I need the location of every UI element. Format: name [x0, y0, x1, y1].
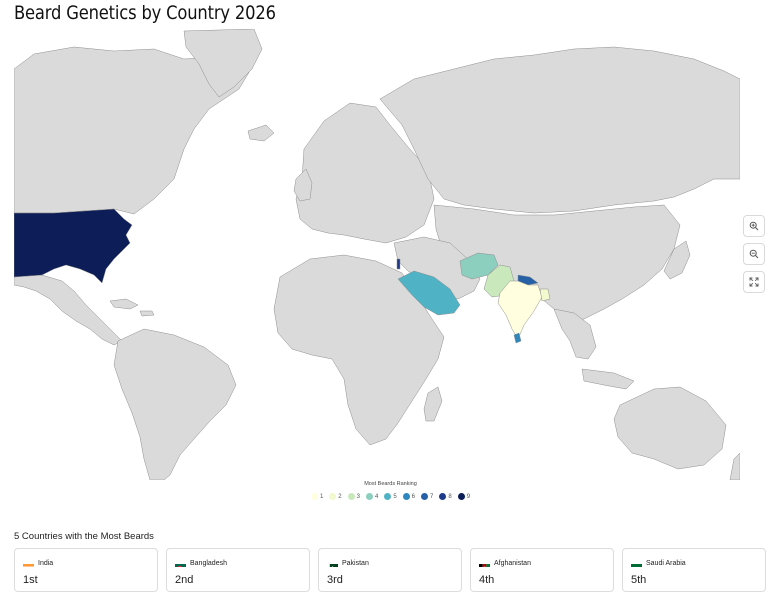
zoom-out-button[interactable]: [743, 243, 765, 265]
legend-label: 2: [338, 493, 342, 500]
legend-label: 4: [374, 493, 379, 500]
region-africa[interactable]: [273, 254, 445, 446]
legend-items: 1 2 3 4 5 6 7 8 9: [0, 493, 781, 500]
country-greenland[interactable]: [183, 29, 263, 98]
country-name: India: [38, 559, 54, 567]
country-madagascar[interactable]: [423, 386, 443, 422]
legend-item[interactable]: 1: [310, 493, 324, 500]
country-card[interactable]: Afghanistan 4th: [470, 548, 614, 592]
legend-swatch: [310, 493, 318, 500]
zoom-in-icon: [749, 221, 759, 231]
legend-item[interactable]: 9: [457, 493, 471, 500]
country-card[interactable]: India 1st: [14, 548, 158, 592]
legend-item[interactable]: 8: [439, 493, 452, 500]
legend-swatch: [329, 493, 337, 500]
country-card[interactable]: Pakistan 3rd: [318, 548, 462, 592]
legend-label: 8: [448, 493, 452, 500]
zoom-out-icon: [749, 249, 759, 259]
legend-swatch: [402, 493, 410, 500]
region-europe[interactable]: [295, 102, 435, 244]
legend-swatch: [439, 493, 447, 500]
legend-item[interactable]: 4: [365, 493, 379, 500]
legend-label: 7: [430, 493, 434, 500]
country-nepal[interactable]: [517, 274, 539, 286]
country-rank: 4th: [479, 574, 495, 586]
country-new-zealand[interactable]: [729, 452, 740, 480]
legend-title: Most Beards Ranking: [364, 481, 417, 487]
legend-label: 9: [466, 493, 471, 500]
region-caribbean[interactable]: [109, 298, 155, 317]
legend-item[interactable]: 2: [329, 493, 342, 500]
country-rank: 3rd: [327, 574, 343, 586]
pakistan-flag-icon: [327, 559, 338, 567]
saudi-arabia-flag-icon: [631, 559, 642, 567]
country-rank: 2nd: [175, 574, 194, 586]
fullscreen-icon: [749, 277, 759, 287]
country-bangladesh[interactable]: [539, 288, 551, 302]
country-name: Pakistan: [342, 559, 369, 567]
country-israel[interactable]: [396, 258, 401, 270]
legend-swatch: [347, 493, 355, 500]
country-india[interactable]: [497, 280, 543, 340]
country-sri-lanka[interactable]: [513, 332, 522, 344]
region-southeast-asia[interactable]: [553, 308, 635, 390]
fullscreen-button[interactable]: [743, 271, 765, 293]
legend-label: 5: [393, 493, 397, 500]
world-map-svg[interactable]: [14, 29, 740, 480]
country-japan[interactable]: [663, 240, 691, 280]
map-legend: Most Beards Ranking 1 2 3 4 5 6 7 8 9: [0, 481, 781, 500]
legend-swatch: [365, 493, 373, 500]
region-middle-east[interactable]: [393, 236, 481, 300]
legend-item[interactable]: 5: [384, 493, 397, 500]
legend-item[interactable]: 3: [347, 493, 360, 500]
bangladesh-flag-icon: [175, 559, 186, 567]
legend-item[interactable]: 7: [421, 493, 433, 500]
legend-item[interactable]: 6: [402, 493, 416, 500]
country-name: Afghanistan: [494, 559, 531, 567]
legend-label: 6: [411, 493, 416, 500]
country-usa[interactable]: [14, 208, 133, 284]
country-united-kingdom[interactable]: [293, 168, 313, 202]
country-card[interactable]: Saudi Arabia 5th: [622, 548, 766, 592]
country-iceland[interactable]: [247, 124, 275, 142]
country-afghanistan[interactable]: [459, 252, 499, 280]
legend-swatch: [421, 493, 429, 500]
region-south-america[interactable]: [113, 328, 237, 480]
legend-swatch: [457, 493, 465, 500]
country-name: Bangladesh: [190, 559, 227, 567]
world-map[interactable]: [14, 29, 740, 480]
country-saudi-arabia[interactable]: [397, 270, 461, 316]
legend-label: 3: [356, 493, 360, 500]
country-rank: 1st: [23, 574, 38, 586]
page-title: Beard Genetics by Country 2026: [14, 2, 276, 24]
country-australia[interactable]: [613, 386, 727, 470]
country-card[interactable]: Bangladesh 2nd: [166, 548, 310, 592]
top-countries-cards: India 1st Bangladesh 2nd Pakistan 3rd Af…: [14, 548, 766, 592]
country-russia[interactable]: [379, 46, 740, 214]
india-flag-icon: [23, 559, 34, 567]
zoom-in-button[interactable]: [743, 215, 765, 237]
country-name: Saudi Arabia: [646, 559, 686, 567]
legend-label: 1: [319, 493, 324, 500]
legend-swatch: [384, 493, 392, 500]
top-countries-title: 5 Countries with the Most Beards: [14, 531, 154, 542]
country-mexico[interactable]: [14, 274, 123, 346]
country-rank: 5th: [631, 574, 647, 586]
afghanistan-flag-icon: [479, 559, 490, 567]
